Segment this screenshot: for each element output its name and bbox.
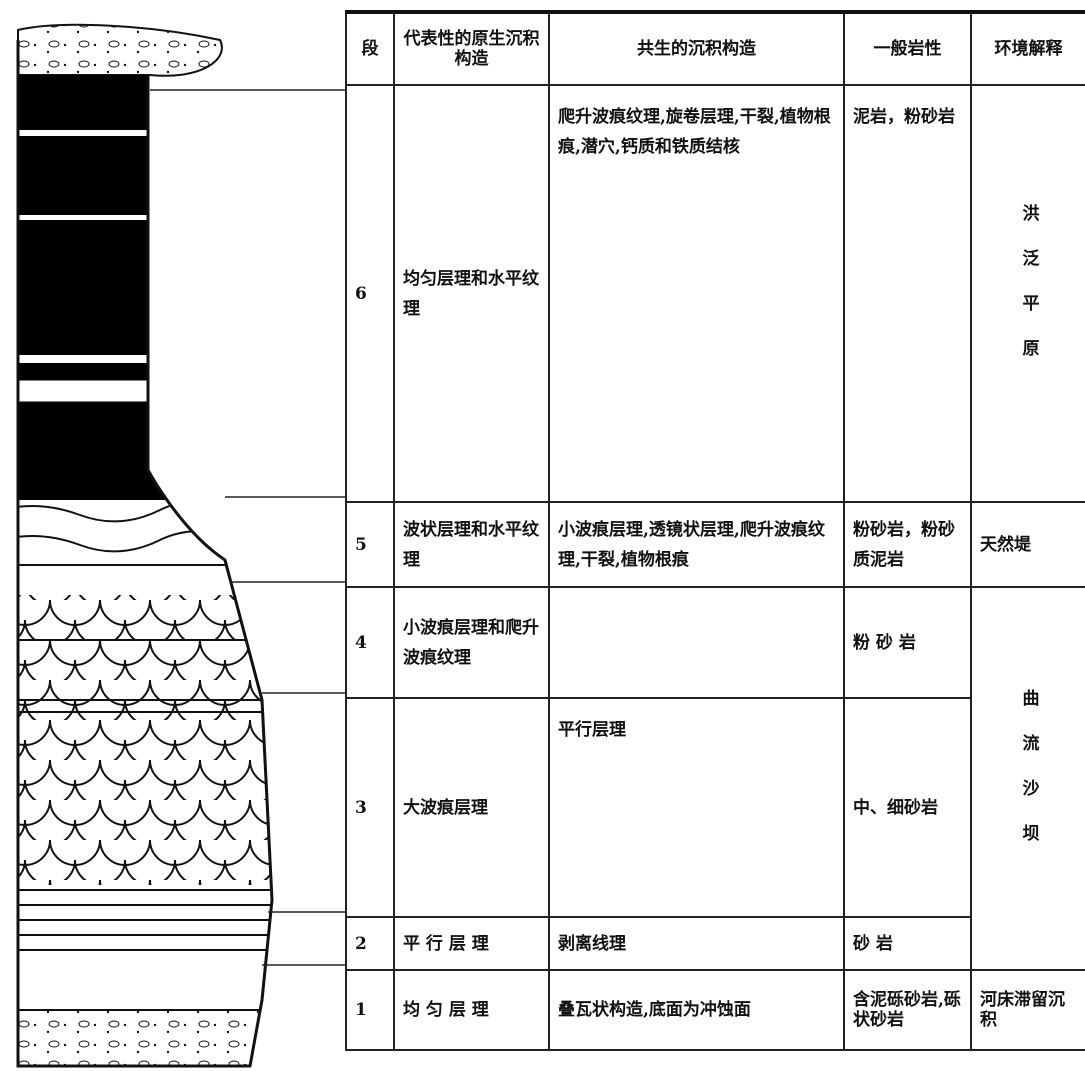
cell: 均匀层理和水平纹理 (393, 84, 550, 503)
cell: 4 (345, 586, 395, 699)
cell: 平 行 层 理 (393, 916, 550, 971)
header-cell: 代表性的原生沉积构造 (393, 10, 550, 86)
cell: 3 (345, 697, 395, 918)
cell: 小波痕层理,透镜状层理,爬升波痕纹理,干裂,植物根痕 (548, 501, 845, 588)
header-cell: 段 (345, 10, 395, 86)
cell: 粉砂岩，粉砂质泥岩 (843, 501, 972, 588)
env-text: 曲流沙坝 (1018, 688, 1039, 869)
table: 段 代表性的原生沉积构造 共生的沉积构造 一般岩性 环境解释 6 均匀层理和水平纹… (345, 10, 1085, 1051)
cell: 2 (345, 916, 395, 971)
cell: 小波痕层理和爬升波痕纹理 (393, 586, 550, 699)
cell: 5 (345, 501, 395, 588)
cell: 均 匀 层 理 (393, 969, 550, 1051)
cell: 洪泛平原 (970, 84, 1085, 503)
header-row: 段 代表性的原生沉积构造 共生的沉积构造 一般岩性 环境解释 (345, 10, 1085, 86)
cell: 砂 岩 (843, 916, 972, 971)
cell: 泥岩，粉砂岩 (843, 84, 972, 503)
cell: 平行层理 (548, 697, 845, 918)
cell: 河床滞留沉积 (970, 969, 1085, 1051)
header-cell: 共生的沉积构造 (548, 10, 845, 86)
cell: 剥离线理 (548, 916, 845, 971)
cell: 叠瓦状构造,底面为冲蚀面 (548, 969, 845, 1051)
cell: 天然堤 (970, 501, 1085, 588)
cell: 粉 砂 岩 (843, 586, 972, 699)
header-cell: 环境解释 (970, 10, 1085, 86)
cell: 爬升波痕纹理,旋卷层理,干裂,植物根痕,潜穴,钙质和铁质结核 (548, 84, 845, 503)
env-text: 洪泛平原 (1018, 203, 1039, 384)
cell: 1 (345, 969, 395, 1051)
header-cell: 一般岩性 (843, 10, 972, 86)
column-drawing (16, 23, 345, 1068)
cell: 含泥砾砂岩,砾状砂岩 (843, 969, 972, 1051)
cell: 6 (345, 84, 395, 503)
cell: 大波痕层理 (393, 697, 550, 918)
cell: 波状层理和水平纹理 (393, 501, 550, 588)
cell: 中、细砂岩 (843, 697, 972, 918)
cell: 曲流沙坝 (970, 586, 1085, 971)
cell (548, 586, 845, 699)
